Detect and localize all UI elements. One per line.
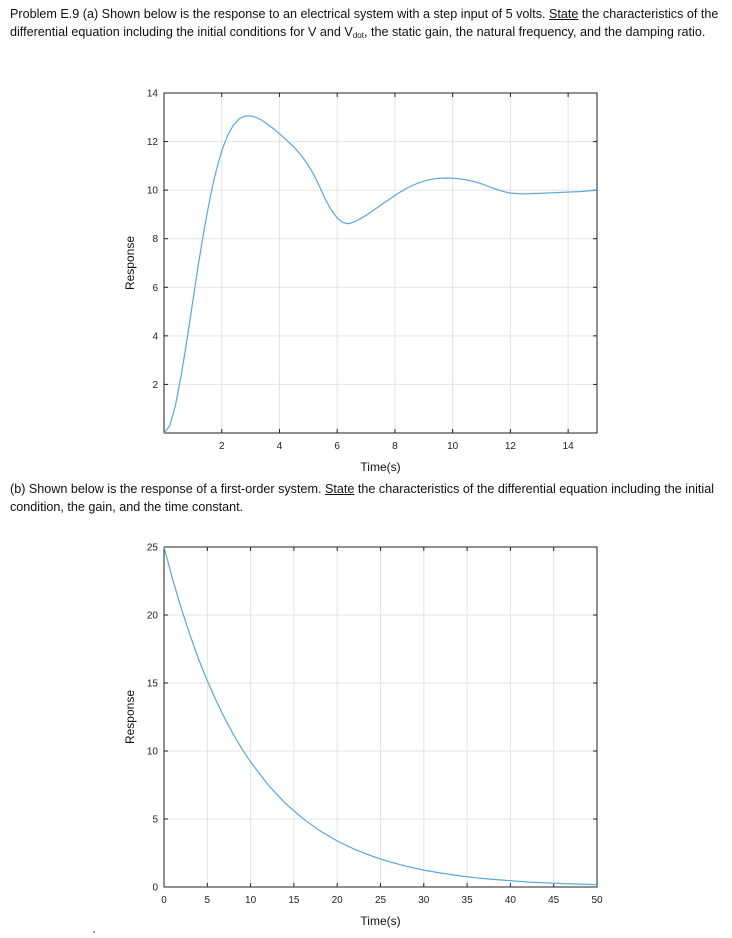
chart-b-response-line (163, 546, 598, 886)
chart-a-xtick-label: 14 (563, 441, 575, 452)
part-a-text-1: the characteristics of the differential … (10, 7, 719, 39)
chart-a-ytick-label: 4 (152, 331, 158, 342)
part-b-state-word: State (324, 482, 355, 496)
problem-part-b-text: (b) Shown below is the response of a fir… (10, 481, 725, 516)
chart-b-xtick-label: 50 (591, 895, 603, 906)
chart-b-xtick-label: 10 (245, 895, 257, 906)
part-a-subscript: dot (352, 30, 364, 40)
chart-b-ytick-label: 10 (147, 747, 159, 758)
chart-b-xtick-label: 35 (462, 895, 474, 906)
chart-a-plot-frame (163, 92, 598, 434)
part-a-text-2: , the static gain, the natural frequency… (363, 24, 706, 39)
chart-b-ytick-label: 5 (152, 815, 158, 826)
part-b-lead: (b) Shown below is the response of a fir… (10, 482, 322, 496)
chart-a-ytick-label: 14 (147, 89, 159, 100)
chart-a-ytick-label: 10 (147, 186, 159, 197)
chart-b-xtick-label: 0 (161, 895, 167, 906)
chart-a-xtick-label: 8 (392, 441, 398, 452)
chart-b-x-axis-title: Time(s) (360, 914, 400, 928)
stray-dot (93, 931, 95, 933)
part-a-lead: Problem E.9 (a) Shown below is the respo… (10, 7, 546, 21)
chart-b-xtick-label: 40 (505, 895, 517, 906)
chart-b-xtick-label: 30 (418, 895, 430, 906)
chart-a-x-axis-title: Time(s) (360, 460, 400, 474)
part-b-text: the characteristics of the differential … (10, 482, 714, 514)
chart-a-ytick-label: 6 (152, 283, 158, 294)
chart-b-ytick-label: 15 (147, 679, 159, 690)
chart-a-xtick-label: 12 (505, 441, 517, 452)
chart-b-xtick-label: 45 (548, 895, 560, 906)
chart-b-xtick-label: 15 (288, 895, 300, 906)
chart-b-xtick-label: 25 (375, 895, 387, 906)
chart-b-ytick-label: 0 (152, 883, 158, 894)
chart-a-ytick-label: 8 (152, 234, 158, 245)
chart-a-response-line (163, 115, 598, 434)
chart-a-xtick-label: 10 (447, 441, 459, 452)
chart-a-ytick-label: 12 (147, 137, 159, 148)
chart-b-y-axis-title: Response (123, 690, 137, 744)
chart-a-xtick-label: 4 (277, 441, 283, 452)
chart-b-ytick-label: 20 (147, 611, 159, 622)
chart-a-ytick-label: 2 (152, 380, 158, 391)
chart-a-xtick-label: 6 (334, 441, 340, 452)
chart-a-xtick-label: 2 (219, 441, 225, 452)
chart-b-ytick-label: 25 (147, 543, 159, 554)
problem-part-a-text: Problem E.9 (a) Shown below is the respo… (10, 6, 725, 41)
chart-a-y-axis-title: Response (123, 236, 137, 290)
chart-b-xtick-label: 20 (332, 895, 344, 906)
chart-b-xtick-label: 5 (205, 895, 211, 906)
part-a-state-word: State (549, 7, 579, 21)
